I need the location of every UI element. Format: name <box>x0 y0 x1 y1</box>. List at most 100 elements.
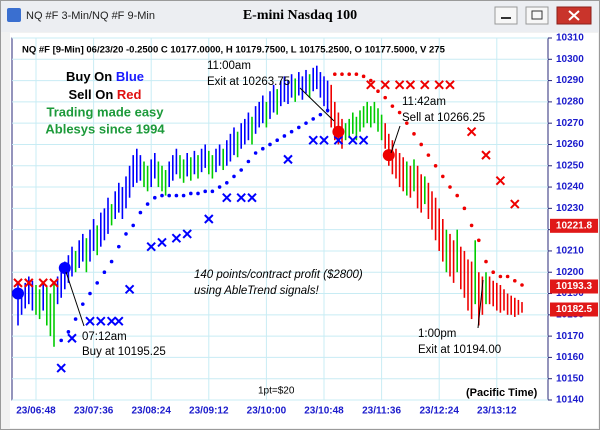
stop-dot <box>189 191 193 196</box>
y-tick-label: 10140 <box>556 395 584 406</box>
stop-x <box>348 135 358 145</box>
annotation: 1pt=$20 <box>258 386 295 397</box>
stop-x <box>420 80 430 90</box>
close-icon <box>568 10 580 21</box>
y-tick-label: 10260 <box>556 139 584 150</box>
stop-x <box>146 241 156 252</box>
annotation: 07:12am <box>82 331 127 343</box>
price-label: 10221.8 <box>556 220 593 231</box>
window-buttons[interactable] <box>494 6 592 25</box>
stop-dot <box>174 193 179 198</box>
stop-dot <box>383 95 388 100</box>
info-line: NQ #F [9-Min] 06/23/20 -0.2500 C 10177.0… <box>22 45 446 56</box>
stop-x <box>96 316 106 326</box>
x-tick-label: 23/08:24 <box>131 406 171 417</box>
stop-dot <box>66 330 71 334</box>
x-tick-label: 23/10:48 <box>304 406 344 417</box>
stop-x <box>283 154 293 165</box>
stop-dot <box>268 142 272 147</box>
stop-dot <box>498 274 503 279</box>
stop-dot <box>333 72 337 76</box>
stop-dot <box>109 259 114 264</box>
stop-dot <box>167 193 171 198</box>
annotation: 140 points/contract profit ($2800) <box>194 269 363 281</box>
x-tick-label: 23/09:12 <box>189 406 229 417</box>
stop-x <box>38 278 48 288</box>
stop-x <box>114 316 124 326</box>
plot-layer <box>12 37 548 401</box>
y-tick-label: 10290 <box>556 75 584 86</box>
minimize-button[interactable] <box>494 6 518 25</box>
buy-legend: Buy On Blue <box>66 69 144 84</box>
stop-x <box>308 135 318 145</box>
stop-x <box>366 80 376 90</box>
stop-dot <box>340 72 344 76</box>
stop-dot <box>419 142 424 147</box>
y-tick-label: 10300 <box>556 54 584 65</box>
maximize-button[interactable] <box>525 6 549 25</box>
x-tick-label: 23/07:36 <box>74 406 114 417</box>
stop-x <box>24 278 34 288</box>
stop-x <box>85 316 95 326</box>
stop-x <box>466 126 477 137</box>
stop-dot <box>347 72 352 76</box>
y-tick-label: 10160 <box>556 352 584 363</box>
price-label-box <box>550 302 598 317</box>
stop-dot <box>469 223 474 228</box>
stop-dot <box>390 104 395 108</box>
x-tick-label: 23/10:00 <box>247 406 287 417</box>
stop-dot <box>253 151 258 155</box>
stop-dot <box>325 108 330 113</box>
annotation: (Pacific Time) <box>466 387 538 399</box>
annotation: using AbleTrend signals! <box>194 285 319 297</box>
stop-dot <box>318 112 323 117</box>
stop-dot <box>246 159 251 164</box>
stop-x <box>405 80 416 90</box>
sell-legend: Sell On Red <box>69 87 142 102</box>
annotation: Exit at 10194.00 <box>418 344 501 356</box>
arrow <box>390 125 401 154</box>
y-tick-label: 10240 <box>556 182 584 193</box>
stop-dot <box>232 174 236 179</box>
stop-dot <box>289 129 294 134</box>
stop-dot <box>181 193 186 198</box>
x-tick-label: 23/12:24 <box>419 406 459 417</box>
stop-dot <box>153 195 157 200</box>
signal-dot <box>12 287 24 300</box>
stop-dot <box>477 238 481 243</box>
price-label-box <box>550 218 598 233</box>
stop-dot <box>81 302 85 306</box>
buy-text: Buy On <box>66 69 112 84</box>
stop-x <box>434 80 444 90</box>
stop-x <box>319 135 329 145</box>
chart-title: E-mini Nasdaq 100 <box>243 8 357 23</box>
stop-dot <box>59 338 63 343</box>
y-tick-label: 10190 <box>556 288 584 299</box>
stop-x <box>106 316 117 326</box>
stop-x <box>222 192 232 203</box>
y-tick-label: 10150 <box>556 373 584 384</box>
stop-dot <box>448 185 452 189</box>
annotation: Sell at 10266.25 <box>402 112 485 124</box>
stop-x <box>358 135 369 145</box>
stop-x <box>380 80 390 90</box>
stop-dot <box>117 244 121 249</box>
x-tick-label: 23/11:36 <box>362 406 401 417</box>
stop-x <box>481 150 491 160</box>
stop-x <box>124 284 135 294</box>
stop-x <box>204 214 214 224</box>
annotation-arrows <box>65 87 484 329</box>
y-tick-label: 10310 <box>556 33 584 44</box>
stop-x <box>495 175 506 186</box>
tagline: Trading made easy <box>46 104 164 119</box>
annotation: 1:00pm <box>418 328 456 340</box>
stop-dot <box>441 174 445 179</box>
stop-dot <box>455 193 460 198</box>
stop-dot <box>405 121 409 125</box>
annotation: 11:42am <box>402 96 446 108</box>
price-label: 10182.5 <box>556 304 593 315</box>
stop-dot <box>462 206 467 211</box>
stop-dot <box>412 132 416 136</box>
y-tick-label: 10200 <box>556 267 584 278</box>
stop-x <box>171 233 182 243</box>
